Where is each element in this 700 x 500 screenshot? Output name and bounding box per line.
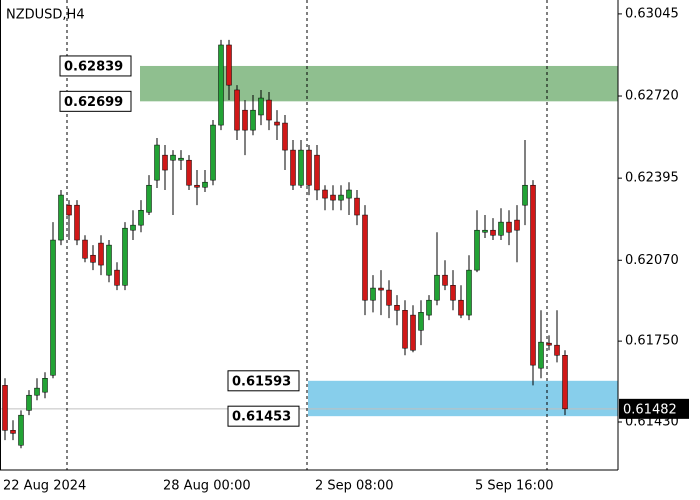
candle-body <box>266 99 272 121</box>
candle-body <box>98 242 104 266</box>
candle-body <box>50 239 56 376</box>
y-tick-label: 0.62720 <box>625 89 679 104</box>
zone-label: 0.62699 <box>64 95 123 110</box>
candle-body <box>202 181 208 188</box>
candle-body <box>42 378 48 393</box>
candle-body <box>274 121 280 126</box>
candle-body <box>298 149 304 186</box>
x-tick-label: 28 Aug 00:00 <box>163 479 251 494</box>
zone-label-box <box>227 405 300 427</box>
candle-body <box>554 344 560 356</box>
candle-body <box>362 214 368 301</box>
candle-body <box>146 184 152 213</box>
candle-body <box>58 194 64 241</box>
candle-body <box>162 154 168 171</box>
candle-body <box>466 269 472 316</box>
candle-body <box>106 244 112 276</box>
candle-body <box>498 221 504 236</box>
x-tick-label: 5 Sep 16:00 <box>475 479 554 494</box>
current-price-label: 0.61482 <box>623 402 677 417</box>
candle-body <box>418 312 424 331</box>
x-tick-label: 22 Aug 2024 <box>3 479 86 494</box>
current-price-box <box>619 398 689 419</box>
candle-body <box>442 274 448 286</box>
candle-body <box>210 124 216 181</box>
candle-body <box>170 154 176 161</box>
candle-body <box>66 204 72 216</box>
candle-body <box>450 285 456 301</box>
candle-body <box>282 122 288 151</box>
candle-body <box>82 239 88 259</box>
candle-body <box>426 299 432 316</box>
candle-body <box>90 254 96 263</box>
candle-body <box>458 299 464 316</box>
chart-title: NZDUSD,H4 <box>6 8 85 23</box>
candle-body <box>506 221 512 233</box>
candle-body <box>514 219 520 231</box>
x-tick-label: 2 Sep 08:00 <box>315 479 394 494</box>
candle-body <box>546 342 552 346</box>
candle-body <box>394 304 400 311</box>
candle-body <box>410 314 416 351</box>
candle-body <box>226 44 232 86</box>
candle-body <box>74 204 80 241</box>
candle-body <box>402 310 408 349</box>
candle-body <box>346 189 352 199</box>
candle-body <box>290 149 296 186</box>
candle-body <box>2 385 8 431</box>
candle-body <box>234 89 240 131</box>
candle-body <box>354 197 360 216</box>
candle-body <box>562 355 568 410</box>
candle-body <box>522 184 528 206</box>
candle-body <box>154 144 160 181</box>
y-tick-label: 0.61750 <box>625 334 679 349</box>
candle-body <box>490 229 496 236</box>
candle-body <box>130 224 136 231</box>
candle-body <box>378 287 384 291</box>
candle-body <box>434 274 440 301</box>
candle-body <box>338 194 344 201</box>
candle-body <box>242 109 248 131</box>
candle-body <box>186 159 192 186</box>
price-zone <box>308 380 618 417</box>
y-tick-label: 0.63045 <box>625 6 679 21</box>
candle-body <box>122 227 128 286</box>
candle-body <box>482 229 488 233</box>
candle-body <box>250 109 256 131</box>
candle-body <box>194 184 200 188</box>
candle-body <box>370 287 376 301</box>
y-tick-label: 0.62395 <box>625 171 679 186</box>
zone-label-box <box>227 370 300 392</box>
zone-label-box <box>59 55 132 77</box>
candle-body <box>322 189 328 199</box>
candle-body <box>218 44 224 126</box>
candle-body <box>386 289 392 306</box>
price-zone <box>140 65 618 102</box>
candle-body <box>306 149 312 186</box>
candle-body <box>474 229 480 271</box>
candle-body <box>178 157 184 161</box>
candle-body <box>314 154 320 191</box>
candle-body <box>26 394 32 411</box>
y-tick-label: 0.62070 <box>625 253 679 268</box>
candle-body <box>10 430 16 434</box>
candle-body <box>18 414 24 446</box>
candle-body <box>138 209 144 226</box>
zone-label: 0.62839 <box>64 59 123 74</box>
zone-label: 0.61453 <box>232 410 291 425</box>
candle-body <box>538 341 544 369</box>
candle-body <box>258 97 264 116</box>
candle-body <box>34 387 40 396</box>
zone-label: 0.61593 <box>232 374 291 389</box>
candle-body <box>114 269 120 286</box>
candle-body <box>330 194 336 201</box>
candle-body <box>530 184 536 366</box>
zone-label-box <box>59 90 132 112</box>
